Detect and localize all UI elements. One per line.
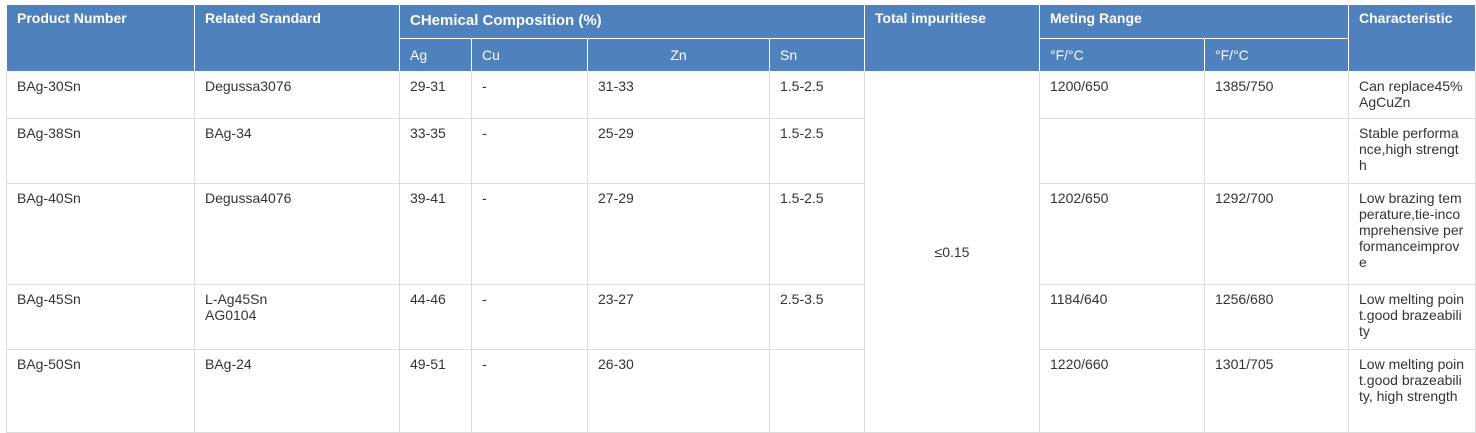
cell-melt2 <box>1204 118 1349 184</box>
header-sn: Sn <box>769 38 865 72</box>
header-product-number: Product Number <box>6 4 195 72</box>
standard-line: L-Ag45Sn <box>205 291 268 307</box>
cell-standard: BAg-34 <box>194 118 400 184</box>
cell-cu: - <box>471 349 588 433</box>
header-melt-col2: °F/°C <box>1204 38 1349 72</box>
cell-ag: 44-46 <box>399 284 472 350</box>
cell-cu: - <box>471 71 588 119</box>
cell-melt2: 1292/700 <box>1204 183 1349 285</box>
header-melt-col1: °F/°C <box>1039 38 1205 72</box>
cell-ag: 49-51 <box>399 349 472 433</box>
alloy-spec-table: Product Number Related Srandard CHemical… <box>6 4 1476 433</box>
cell-standard: L-Ag45Sn AG0104 <box>194 284 400 350</box>
cell-melt1: 1202/650 <box>1039 183 1205 285</box>
cell-standard: Degussa4076 <box>194 183 400 285</box>
header-row-group: Product Number Related Srandard CHemical… <box>6 4 1476 72</box>
cell-zn: 23-27 <box>587 284 770 350</box>
cell-characteristic: Low melting point.good brazeability <box>1348 284 1476 350</box>
standard-line: BAg-24 <box>205 356 252 372</box>
table-row: BAg-45Sn L-Ag45Sn AG0104 44-46 - 23-27 2… <box>6 284 1476 350</box>
cell-product: BAg-45Sn <box>6 284 195 350</box>
cell-sn: 2.5-3.5 <box>769 284 865 350</box>
cell-characteristic: Stable performance,high strength <box>1348 118 1476 184</box>
cell-cu: - <box>471 183 588 285</box>
header-chemical-composition: CHemical Composition (%) <box>399 4 865 39</box>
table-row: BAg-38Sn BAg-34 33-35 - 25-29 1.5-2.5 St… <box>6 118 1476 184</box>
cell-characteristic: Can replace45%AgCuZn <box>1348 71 1476 119</box>
cell-characteristic: Low brazing temperature,tie-incomprehens… <box>1348 183 1476 285</box>
cell-melt1 <box>1039 118 1205 184</box>
cell-zn: 26-30 <box>587 349 770 433</box>
header-related-standard: Related Srandard <box>194 4 400 72</box>
table-row: BAg-50Sn BAg-24 49-51 - 26-30 1220/660 1… <box>6 349 1476 433</box>
cell-ag: 39-41 <box>399 183 472 285</box>
cell-melt1: 1184/640 <box>1039 284 1205 350</box>
cell-product: BAg-30Sn <box>6 71 195 119</box>
cell-product: BAg-50Sn <box>6 349 195 433</box>
cell-product: BAg-40Sn <box>6 183 195 285</box>
cell-melt1: 1200/650 <box>1039 71 1205 119</box>
cell-sn: 1.5-2.5 <box>769 71 865 119</box>
cell-cu: - <box>471 284 588 350</box>
header-row-sub: Ag Cu Zn Sn °F/°C °F/°C <box>7 38 1476 72</box>
header-total-impurities: Total impuritiese <box>864 4 1040 72</box>
cell-sn: 1.5-2.5 <box>769 183 865 285</box>
cell-melt1: 1220/660 <box>1039 349 1205 433</box>
cell-zn: 25-29 <box>587 118 770 184</box>
header-ag: Ag <box>399 38 472 72</box>
cell-total-impurities: ≤0.15 <box>864 71 1040 433</box>
header-cu: Cu <box>471 38 588 72</box>
cell-sn: 1.5-2.5 <box>769 118 865 184</box>
header-melting-range: Meting Range <box>1039 4 1349 39</box>
table-row: BAg-30Sn Degussa3076 29-31 - 31-33 1.5-2… <box>6 71 1476 433</box>
standard-line: AG0104 <box>205 307 257 323</box>
header-zn: Zn <box>587 38 770 72</box>
header-characteristic: Characteristic <box>1348 4 1476 72</box>
cell-melt2: 1301/705 <box>1204 349 1349 433</box>
cell-zn: 27-29 <box>587 183 770 285</box>
cell-cu: - <box>471 118 588 184</box>
cell-zn: 31-33 <box>587 71 770 119</box>
cell-ag: 29-31 <box>399 71 472 119</box>
cell-melt2: 1385/750 <box>1204 71 1349 119</box>
cell-product: BAg-38Sn <box>6 118 195 184</box>
cell-melt2: 1256/680 <box>1204 284 1349 350</box>
cell-standard: Degussa3076 <box>194 71 400 119</box>
cell-sn <box>769 349 865 433</box>
standard-line: Degussa3076 <box>205 78 292 94</box>
standard-line: BAg-34 <box>205 125 252 141</box>
cell-standard: BAg-24 <box>194 349 400 433</box>
cell-ag: 33-35 <box>399 118 472 184</box>
table-row: BAg-40Sn Degussa4076 39-41 - 27-29 1.5-2… <box>6 183 1476 285</box>
standard-line: Degussa4076 <box>205 190 292 206</box>
cell-characteristic: Low melting point.good brazeability, hig… <box>1348 349 1476 433</box>
